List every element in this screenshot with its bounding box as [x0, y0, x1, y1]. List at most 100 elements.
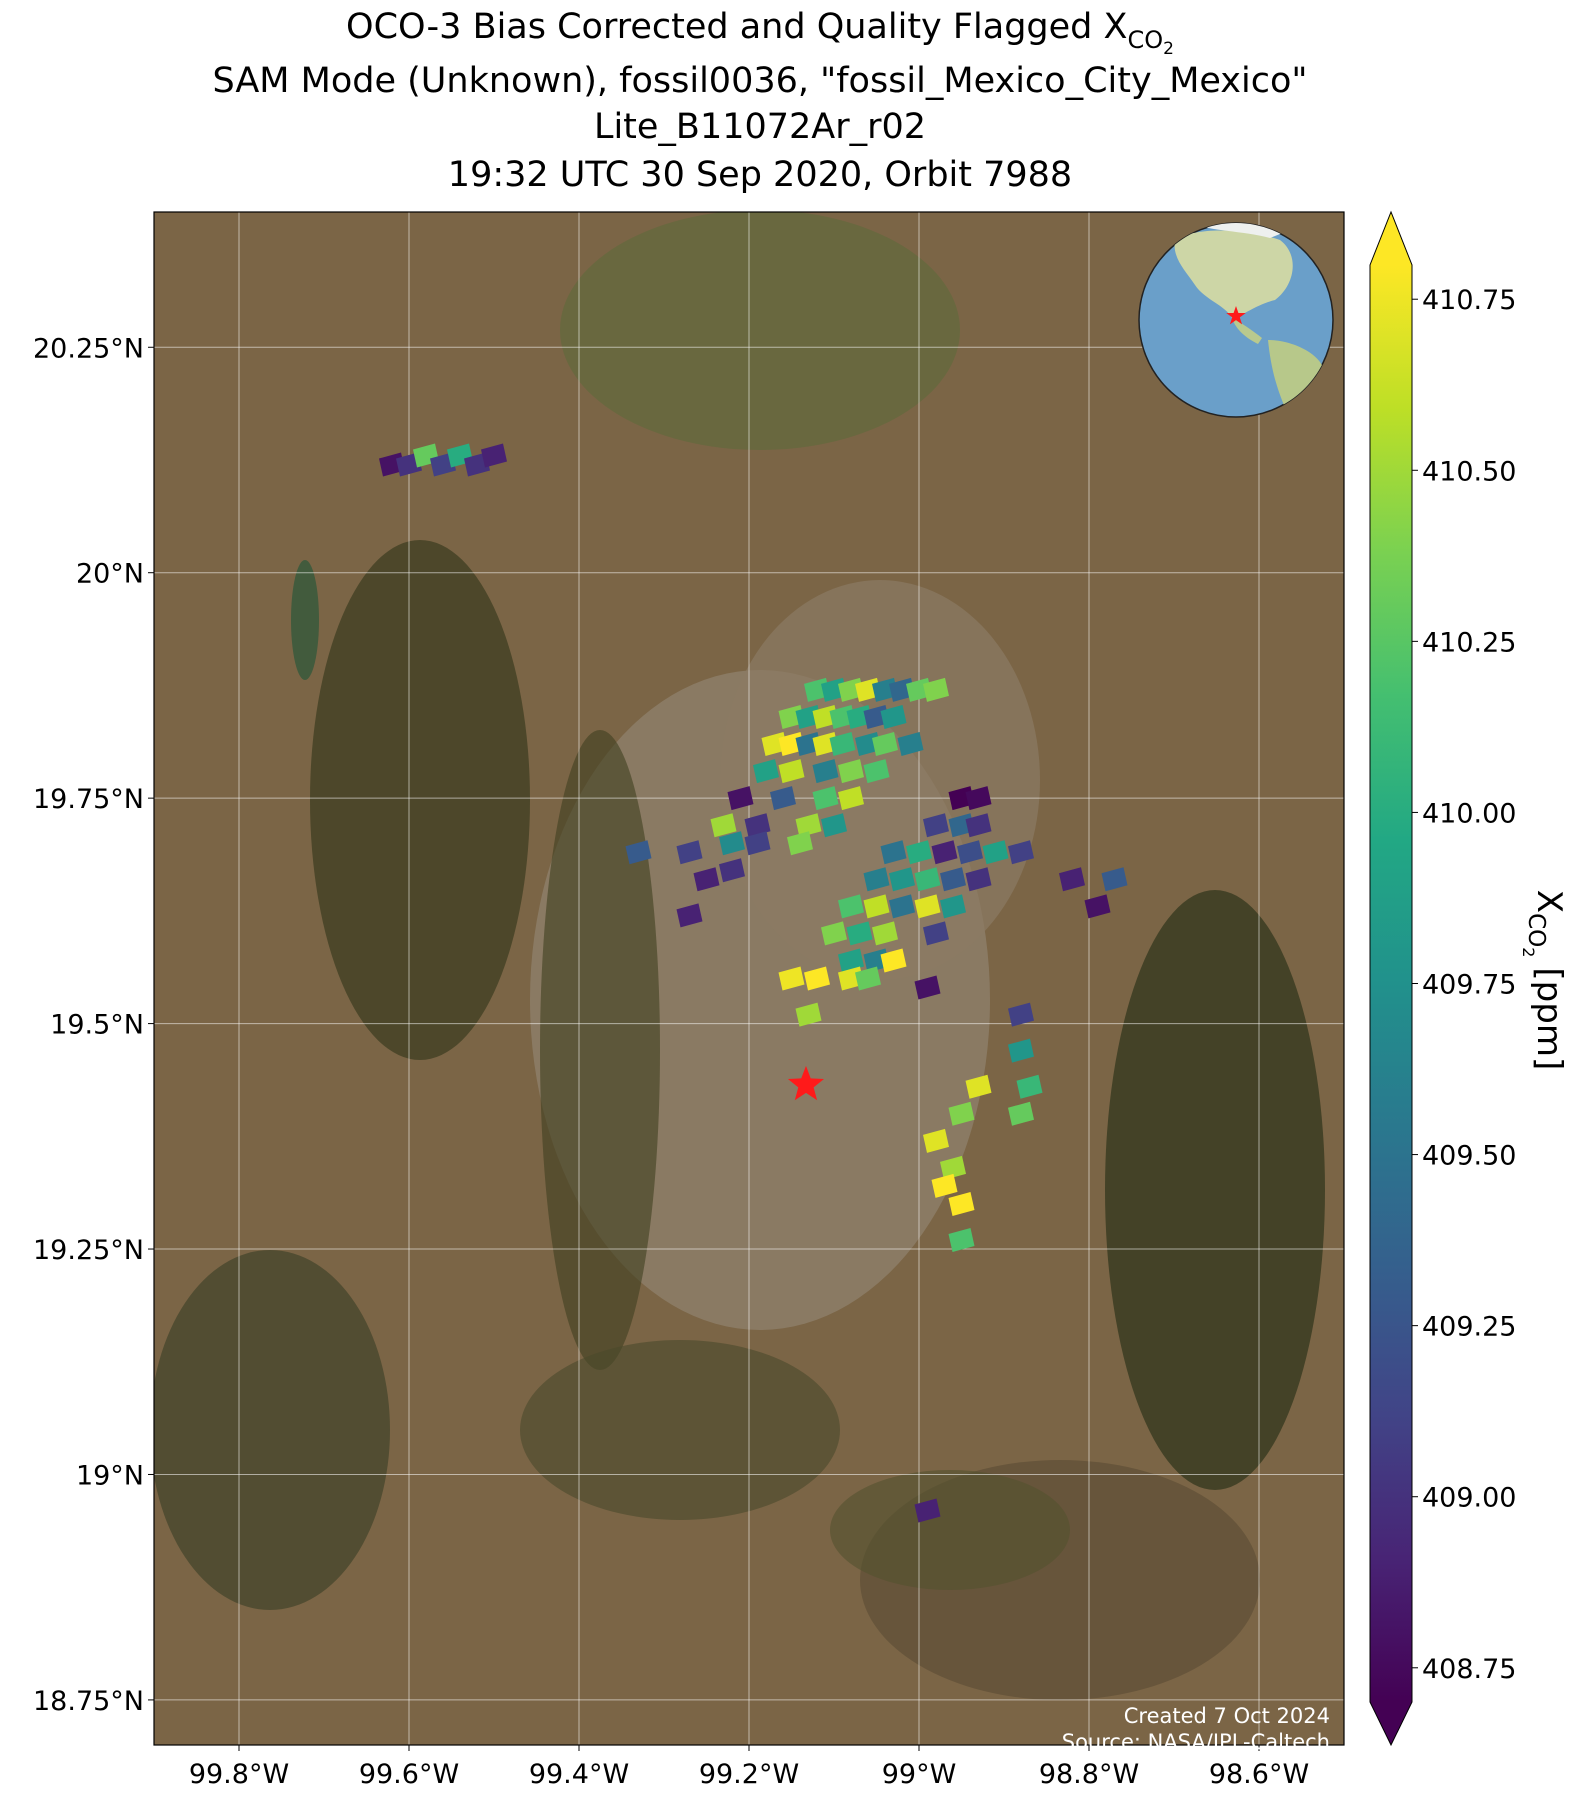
sounding: [914, 975, 941, 1000]
sounding: [676, 903, 703, 928]
sounding: [787, 831, 813, 856]
colorbar-tick-label: 408.75: [1422, 1654, 1516, 1685]
sounding: [676, 840, 703, 865]
sounding: [914, 1498, 941, 1523]
sounding: [923, 921, 949, 946]
title-line-4: 19:32 UTC 30 Sep 2020, Orbit 7988: [448, 155, 1072, 195]
sounding: [923, 677, 949, 702]
sounding: [914, 894, 941, 919]
sounding: [948, 1228, 975, 1253]
sounding: [829, 732, 856, 757]
colorbar: 408.75 409.00 409.25 409.50 409.75 410.00 410.…: [1369, 210, 1516, 1747]
sounding: [1084, 894, 1111, 919]
colorbar-tick-label: 409.50: [1422, 1141, 1516, 1172]
sounding: [957, 840, 983, 865]
sounding: [1008, 840, 1034, 865]
y-tick-label: 20°N: [76, 559, 144, 590]
sounding: [744, 813, 771, 838]
sounding: [940, 894, 966, 919]
x-tick-label: 98.8°W: [1039, 1759, 1139, 1790]
x-tick-label: 99.8°W: [189, 1759, 289, 1790]
basemap: [154, 212, 1344, 1745]
colorbar-tick-label: 410.25: [1422, 627, 1516, 658]
sounding: [931, 1173, 958, 1198]
annotation: Source: NASA/JPL-Caltech: [1062, 1730, 1330, 1754]
sounding: [897, 732, 924, 757]
sounding: [838, 894, 864, 919]
globe-inset: [1138, 222, 1334, 418]
x-tick-label: 99.6°W: [359, 1759, 459, 1790]
colorbar-label-subsub: 2: [1519, 947, 1538, 957]
x-tick-label: 98.6°W: [1209, 1759, 1309, 1790]
colorbar-tick-label: 409.00: [1422, 1483, 1516, 1514]
sounding: [838, 786, 864, 811]
sounding: [812, 786, 839, 811]
y-tick-label: 19.75°N: [33, 784, 144, 815]
sounding: [880, 840, 907, 865]
sounding: [838, 948, 864, 973]
sounding: [931, 840, 958, 865]
sounding: [795, 813, 822, 838]
sounding: [1008, 1101, 1034, 1126]
sounding: [880, 704, 907, 729]
sounding: [693, 867, 720, 892]
sounding: [1101, 867, 1128, 892]
title-subscript: CO: [1127, 26, 1163, 54]
colorbar-tick-label: 410.00: [1422, 798, 1516, 829]
sounding: [795, 1002, 822, 1027]
sounding: [778, 966, 805, 991]
sounding: [481, 443, 507, 468]
sounding: [727, 786, 754, 811]
colorbar-label-unit: [ppm]: [1529, 967, 1569, 1070]
sounding: [744, 831, 771, 856]
sounding: [923, 813, 949, 838]
sounding: [965, 867, 992, 892]
sounding: [804, 966, 830, 991]
sounding: [889, 894, 915, 919]
soundings: [379, 443, 1128, 1523]
y-tick-label: 19.25°N: [33, 1235, 144, 1266]
sounding: [914, 867, 941, 892]
sounding: [863, 894, 890, 919]
x-tick-label: 99°W: [882, 1759, 957, 1790]
sounding: [923, 1128, 949, 1153]
sounding: [982, 840, 1009, 865]
sounding: [940, 867, 966, 892]
colorbar-label: XCO2 [ppm]: [1519, 890, 1569, 1070]
x-tick-label: 99.2°W: [699, 1759, 799, 1790]
sounding: [753, 759, 779, 784]
colorbar-label-text: X: [1529, 890, 1569, 913]
title-line-3: Lite_B11072Ar_r02: [594, 107, 926, 147]
sounding: [855, 966, 881, 991]
sounding: [948, 1191, 975, 1216]
annotation: Created 7 Oct 2024: [1124, 1704, 1330, 1728]
sounding: [906, 840, 932, 865]
y-tick-label: 20.25°N: [33, 333, 144, 364]
sounding: [812, 759, 839, 784]
colorbar-tick-label: 409.75: [1422, 970, 1516, 1001]
sounding: [889, 867, 915, 892]
y-tick-label: 19°N: [76, 1460, 144, 1491]
title-line-2: SAM Mode (Unknown), fossil0036, "fossil_…: [213, 61, 1308, 101]
colorbar-label-sub: CO: [1523, 913, 1549, 947]
colorbar-tick-label: 410.50: [1422, 456, 1516, 487]
sounding: [778, 759, 805, 784]
sounding: [863, 867, 890, 892]
sounding: [965, 1074, 992, 1099]
sounding: [719, 858, 745, 883]
sounding: [770, 786, 796, 811]
sounding: [1016, 1074, 1043, 1099]
sounding: [948, 1101, 975, 1126]
sounding: [965, 813, 992, 838]
sounding: [1008, 1002, 1034, 1027]
sounding: [719, 831, 745, 856]
y-tick-label: 19.5°N: [50, 1010, 144, 1041]
title-text: OCO-3 Bias Corrected and Quality Flagged…: [346, 7, 1127, 47]
sounding: [846, 921, 873, 946]
sounding: [821, 921, 847, 946]
x-tick-label: 99.4°W: [529, 1759, 629, 1790]
colorbar-tick-label: 410.75: [1422, 285, 1516, 316]
sounding: [1008, 1038, 1034, 1063]
sounding: [710, 813, 737, 838]
